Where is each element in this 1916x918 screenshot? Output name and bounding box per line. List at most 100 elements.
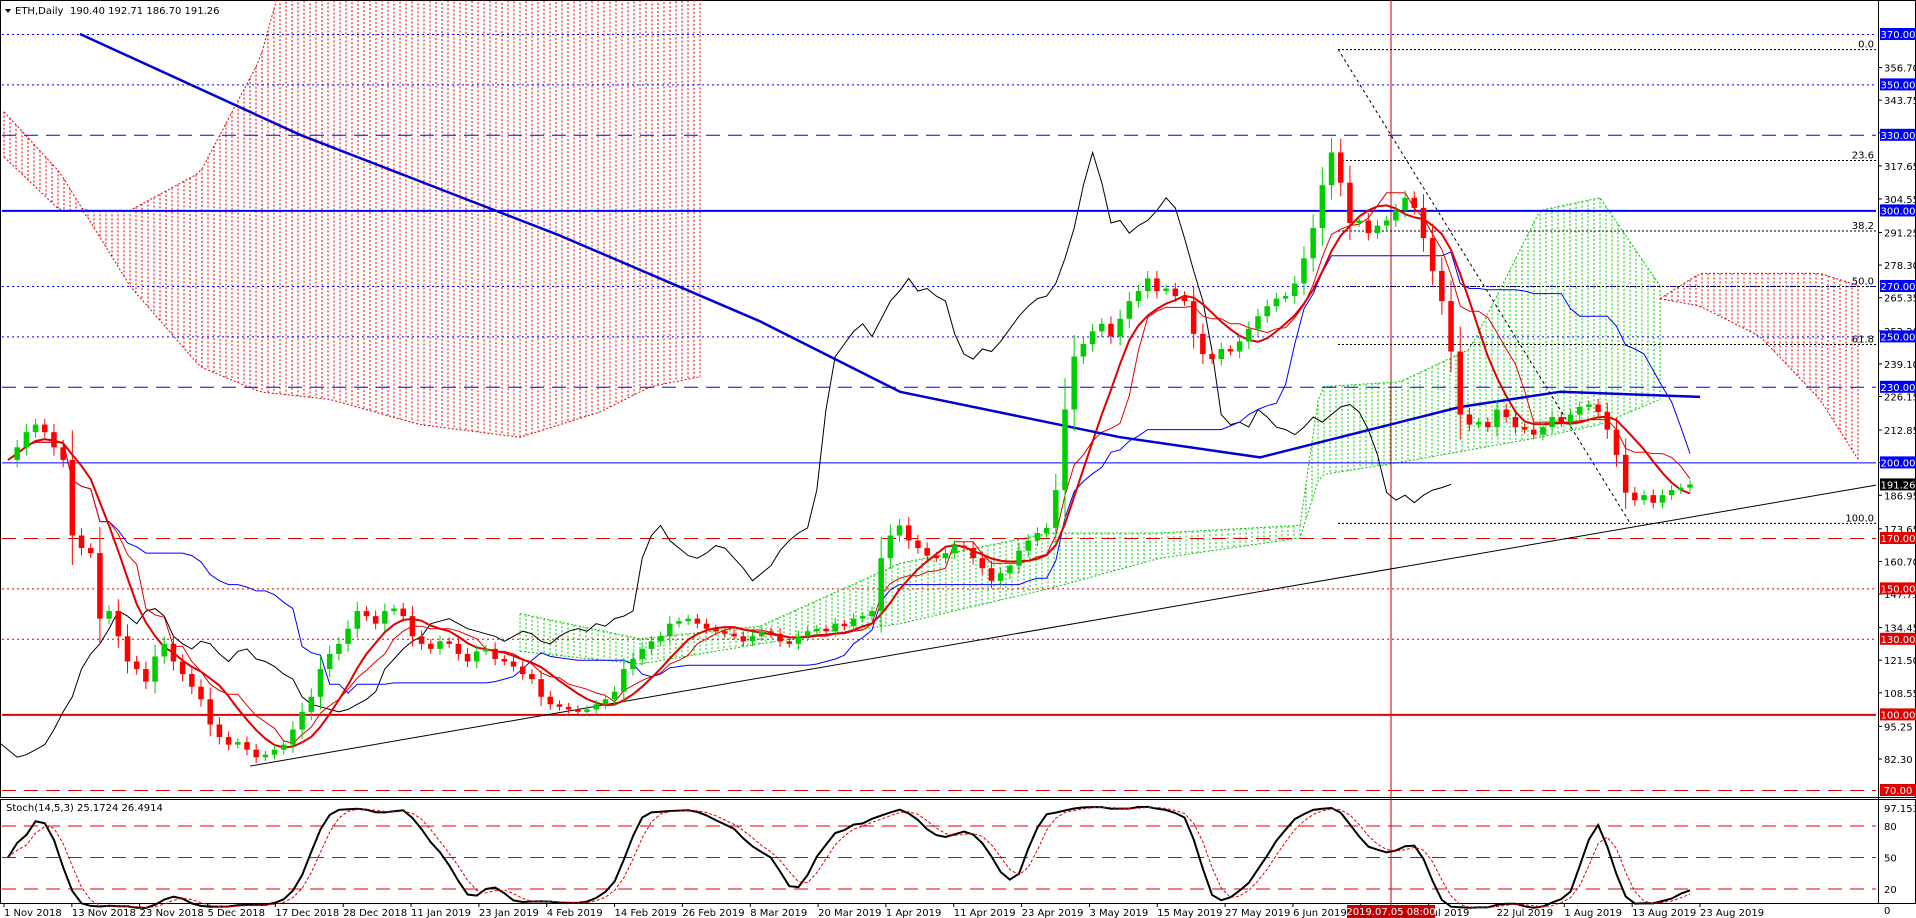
time-axis-label: 26 Feb 2019 xyxy=(682,908,744,918)
candle-body xyxy=(731,633,737,637)
candle-body xyxy=(483,648,489,652)
candle xyxy=(924,542,930,562)
candle xyxy=(437,635,443,655)
candle-body xyxy=(1108,323,1114,337)
candle xyxy=(556,700,563,711)
candle xyxy=(1154,271,1160,299)
candle xyxy=(988,560,995,589)
candle xyxy=(1071,335,1077,432)
price-axis-label: 134.45 xyxy=(1884,624,1916,635)
candle-body xyxy=(1659,495,1666,503)
candle xyxy=(667,616,673,644)
fib-level-label: 50.0 xyxy=(1852,277,1874,288)
candle-body xyxy=(648,641,655,649)
candle-body xyxy=(1494,409,1500,428)
candle-body xyxy=(1053,490,1059,528)
candle xyxy=(428,639,434,654)
candle-body xyxy=(1236,341,1243,352)
price-tag xyxy=(1880,330,1916,343)
candle xyxy=(290,721,296,753)
price-tag xyxy=(1880,582,1916,595)
candle xyxy=(1273,292,1280,312)
candle-body xyxy=(1117,318,1123,337)
candle xyxy=(951,539,958,559)
price-tag-label: 70.00 xyxy=(1884,786,1913,797)
time-axis-label: Jul 2019 xyxy=(1428,908,1470,918)
red-cloud-aug-edge-top xyxy=(1659,272,1859,300)
candle-body xyxy=(1135,291,1142,302)
stoch-k-line xyxy=(7,805,1691,909)
price-axis-label: 160.70 xyxy=(1884,557,1916,568)
collapse-arrow-icon[interactable] xyxy=(5,9,11,13)
green-cloud-feb-aug-edge-bottom xyxy=(519,398,1661,665)
candle-body xyxy=(1402,197,1408,211)
candle xyxy=(942,548,949,563)
candle xyxy=(1402,190,1408,218)
candle-body xyxy=(1448,301,1454,352)
price-tag xyxy=(1880,708,1916,721)
candle-body xyxy=(1668,490,1675,496)
moving-average-red xyxy=(7,204,1691,749)
candle-body xyxy=(152,656,158,682)
candle-body xyxy=(271,749,278,755)
candle-body xyxy=(795,636,802,644)
candle-body xyxy=(143,669,149,682)
time-axis-label: 1 Aug 2019 xyxy=(1564,908,1622,918)
candle xyxy=(1190,286,1197,349)
candle xyxy=(1604,402,1611,439)
candle xyxy=(14,439,20,468)
candle-body xyxy=(685,618,691,622)
candle xyxy=(777,628,783,647)
ohlc-header: 190.40 192.71 186.70 191.26 xyxy=(70,6,220,17)
price-axis-label: 239.10 xyxy=(1884,360,1916,371)
candle-body xyxy=(758,631,765,637)
time-axis-label: 1 Apr 2019 xyxy=(886,908,941,918)
candle-body xyxy=(280,744,287,750)
candle-body xyxy=(1319,185,1326,229)
candle-body xyxy=(1025,540,1031,551)
candle xyxy=(170,634,177,671)
candle xyxy=(133,655,140,675)
candle xyxy=(87,543,94,558)
fib-level-label: 0.0 xyxy=(1858,40,1874,51)
candle xyxy=(1622,438,1629,509)
candle-body xyxy=(1641,495,1647,501)
price-tag xyxy=(1880,28,1916,40)
candle xyxy=(1429,223,1436,286)
price-axis-label: 173.65 xyxy=(1884,525,1916,536)
candle xyxy=(1356,216,1362,227)
candle xyxy=(1135,284,1142,308)
candle xyxy=(814,624,820,636)
fib-level-label: 38.2 xyxy=(1852,221,1874,232)
candle-body xyxy=(1328,152,1335,186)
candle xyxy=(841,619,848,631)
candle-body xyxy=(1595,404,1601,412)
candle-body xyxy=(198,686,204,700)
price-tag-label: 130.00 xyxy=(1881,635,1916,646)
candle-body xyxy=(1632,492,1638,501)
red-cloud-nov-feb xyxy=(3,0,701,438)
candle-body xyxy=(1144,278,1151,292)
candle xyxy=(106,605,112,625)
candle-body xyxy=(538,679,544,697)
candle xyxy=(216,717,223,745)
candle-body xyxy=(777,633,783,642)
candle-body xyxy=(951,545,958,554)
candle-body xyxy=(832,623,838,632)
candle-body xyxy=(1622,454,1629,493)
time-axis-label: 1 Nov 2018 xyxy=(4,908,62,918)
candle-body xyxy=(565,706,572,710)
candle-body xyxy=(988,568,995,581)
candle-body xyxy=(1181,296,1188,302)
candle xyxy=(1337,138,1344,197)
candle-body xyxy=(299,711,305,730)
time-axis-label: 14 Feb 2019 xyxy=(615,908,677,918)
candle xyxy=(271,744,278,760)
candle-body xyxy=(244,742,250,750)
candle-body xyxy=(1200,333,1206,355)
candle xyxy=(1393,203,1399,228)
candle-body xyxy=(42,424,48,433)
price-tag-label: 370.00 xyxy=(1881,30,1916,41)
candle xyxy=(878,536,884,633)
